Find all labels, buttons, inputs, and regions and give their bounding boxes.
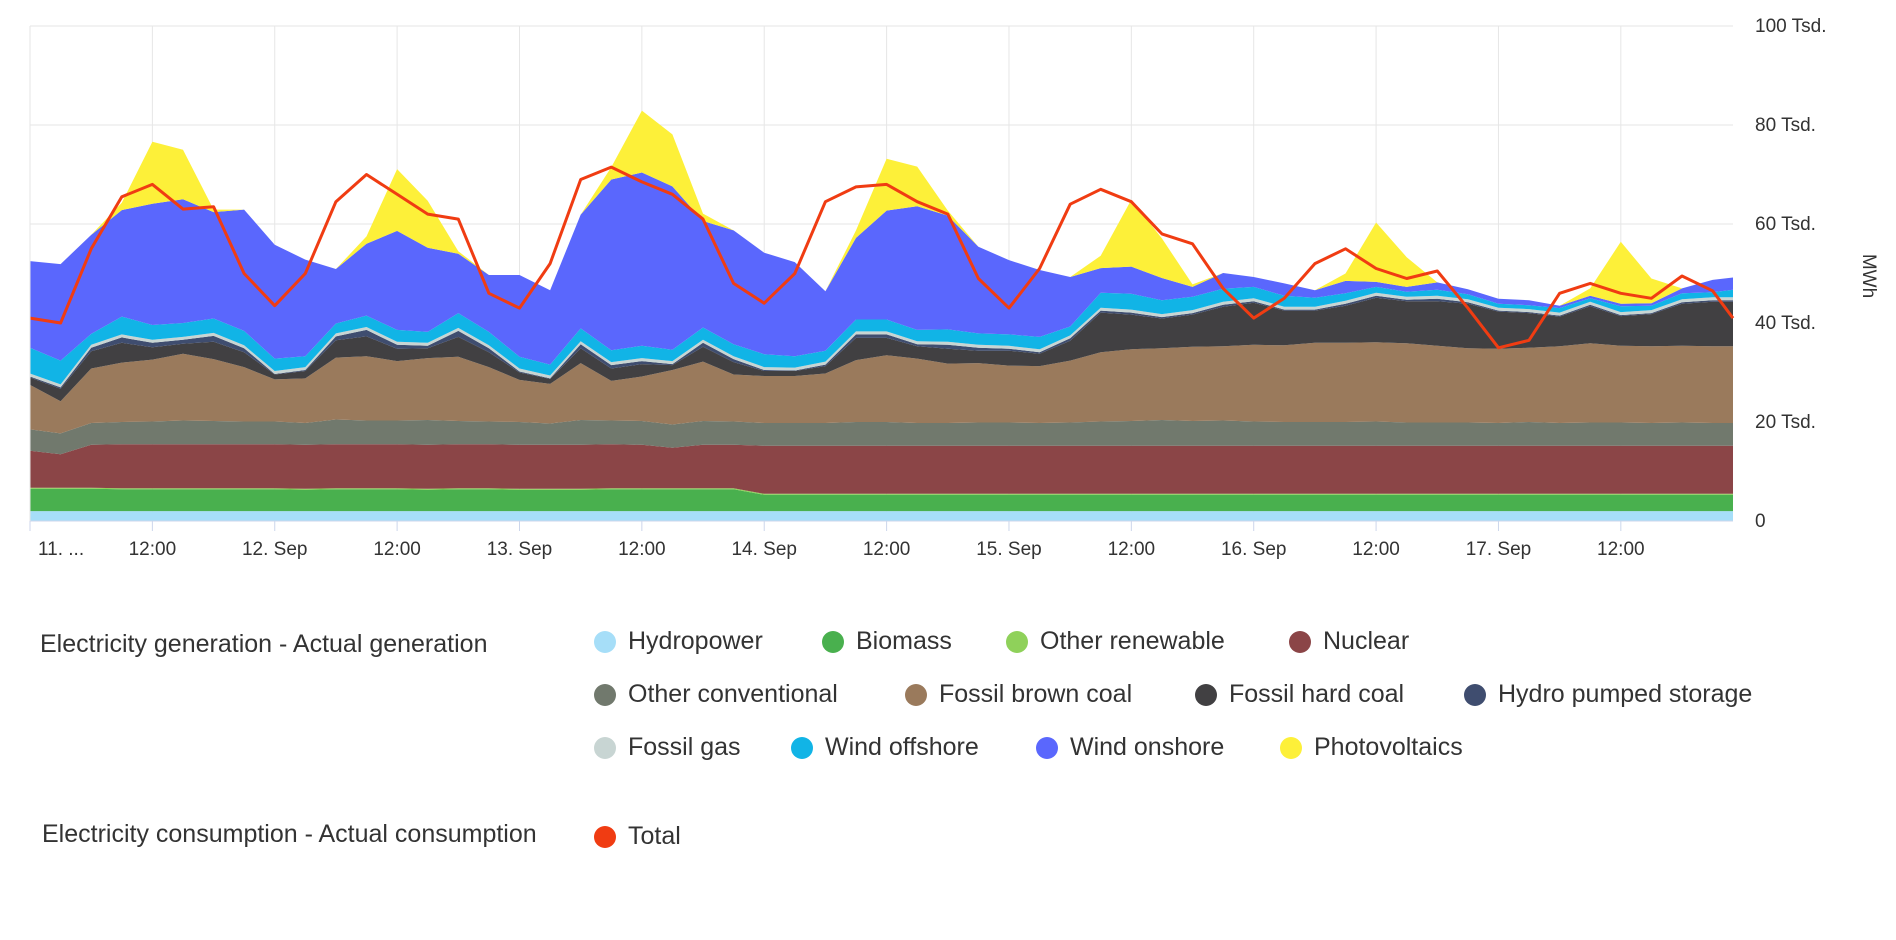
legend-color-dot-icon (1280, 736, 1302, 759)
x-tick-label: 12. Sep (242, 539, 308, 560)
y-tick-label: 100 Tsd. (1755, 16, 1826, 37)
area-photovoltaics (30, 110, 1733, 306)
legend-item-photovoltaics[interactable]: Photovoltaics (1280, 733, 1463, 762)
legend-color-dot-icon (1006, 630, 1028, 653)
y-tick-label: 20 Tsd. (1755, 412, 1816, 433)
stacked-areas (30, 110, 1733, 521)
x-tick-label: 15. Sep (976, 539, 1042, 560)
consumption-lines (29, 165, 1735, 350)
legend-color-dot-icon (1036, 736, 1058, 759)
area-biomass (30, 488, 1733, 512)
legend-item-other-renewable[interactable]: Other renewable (1006, 627, 1225, 656)
legend-item-fossil-brown-coal[interactable]: Fossil brown coal (905, 680, 1132, 709)
legend-item-label: Wind onshore (1070, 733, 1225, 761)
x-tick-label: 12:00 (1352, 539, 1400, 560)
legend-item-label: Photovoltaics (1314, 733, 1463, 761)
x-tick-label: 12:00 (863, 539, 911, 560)
area-hydropower (30, 511, 1733, 521)
x-tick-label: 11. ... (38, 539, 84, 560)
legend-color-dot-icon (905, 683, 927, 706)
y-tick-label: 40 Tsd. (1755, 313, 1816, 334)
legend-item-wind-onshore[interactable]: Wind onshore (1036, 733, 1224, 762)
legend-color-dot-icon (594, 630, 616, 653)
legend-item-wind-offshore[interactable]: Wind offshore (791, 733, 979, 762)
legend-item-label: Hydro pumped storage (1498, 680, 1753, 708)
area-wind-onshore (30, 172, 1733, 365)
legend-item-fossil-hard-coal[interactable]: Fossil hard coal (1195, 680, 1404, 709)
x-tick-label: 17. Sep (1466, 539, 1532, 560)
legend-item-label: Biomass (856, 627, 952, 655)
legend-item-label: Fossil hard coal (1229, 680, 1405, 708)
y-tick-label: 0 (1755, 511, 1766, 532)
line-total-consumption (29, 165, 1735, 350)
x-tick-label: 12:00 (1108, 539, 1156, 560)
legend-item-fossil-gas[interactable]: Fossil gas (594, 733, 741, 762)
legend-item-biomass[interactable]: Biomass (822, 627, 952, 656)
legend-item-label: Wind offshore (825, 733, 979, 761)
area-other-conventional (30, 419, 1733, 455)
y-tick-label: 80 Tsd. (1755, 115, 1816, 136)
legend-title-generation: Electricity generation - Actual generati… (40, 630, 488, 658)
legend-item-label: Total (628, 822, 681, 850)
electricity-chart: 0 20 Tsd. 40 Tsd. 60 Tsd. 80 Tsd. 100 Tsd. 11.… (29, 16, 1879, 560)
x-tick-label: 12:00 (129, 539, 177, 560)
area-fossil-hard-coal (30, 297, 1733, 402)
legend-color-dot-icon (1464, 683, 1486, 706)
legend-item-label: Nuclear (1323, 627, 1410, 655)
legend-item-label: Fossil brown coal (939, 680, 1133, 708)
legend-item-label: Hydropower (628, 627, 763, 655)
legend-color-dot-icon (822, 630, 844, 653)
area-other-renewable (30, 487, 1733, 495)
legend-item-total[interactable]: Total (594, 822, 681, 851)
legend-item-hydropower[interactable]: Hydropower (594, 627, 763, 656)
y-axis-unit-label: MWh (1858, 254, 1879, 298)
legend-color-dot-icon (1289, 630, 1311, 653)
legend-item-label: Other renewable (1040, 627, 1225, 655)
x-tick-label: 12:00 (618, 539, 666, 560)
legend-title-consumption: Electricity consumption - Actual consump… (42, 820, 537, 848)
x-tick-label: 13. Sep (487, 539, 553, 560)
area-nuclear (30, 444, 1733, 494)
x-tick-label: 12:00 (373, 539, 421, 560)
area-fossil-brown-coal (30, 342, 1733, 434)
legend-item-label: Fossil gas (628, 733, 741, 761)
legend-color-dot-icon (594, 683, 616, 706)
legend-item-other-conventional[interactable]: Other conventional (594, 680, 838, 709)
legend-color-dot-icon (1195, 683, 1217, 706)
x-tick-label: 14. Sep (731, 539, 797, 560)
legend-item-nuclear[interactable]: Nuclear (1289, 627, 1409, 656)
legend-item-hydro-pumped-storage[interactable]: Hydro pumped storage (1464, 680, 1752, 709)
legend-color-dot-icon (594, 825, 616, 848)
legend-color-dot-icon (791, 736, 813, 759)
y-tick-label: 60 Tsd. (1755, 214, 1816, 235)
x-tick-label: 12:00 (1597, 539, 1645, 560)
chart-axes: 0 20 Tsd. 40 Tsd. 60 Tsd. 80 Tsd. 100 Tsd. 11.… (29, 16, 1826, 560)
legend-color-dot-icon (594, 736, 616, 759)
x-tick-label: 16. Sep (1221, 539, 1287, 560)
legend-item-label: Other conventional (628, 680, 838, 708)
